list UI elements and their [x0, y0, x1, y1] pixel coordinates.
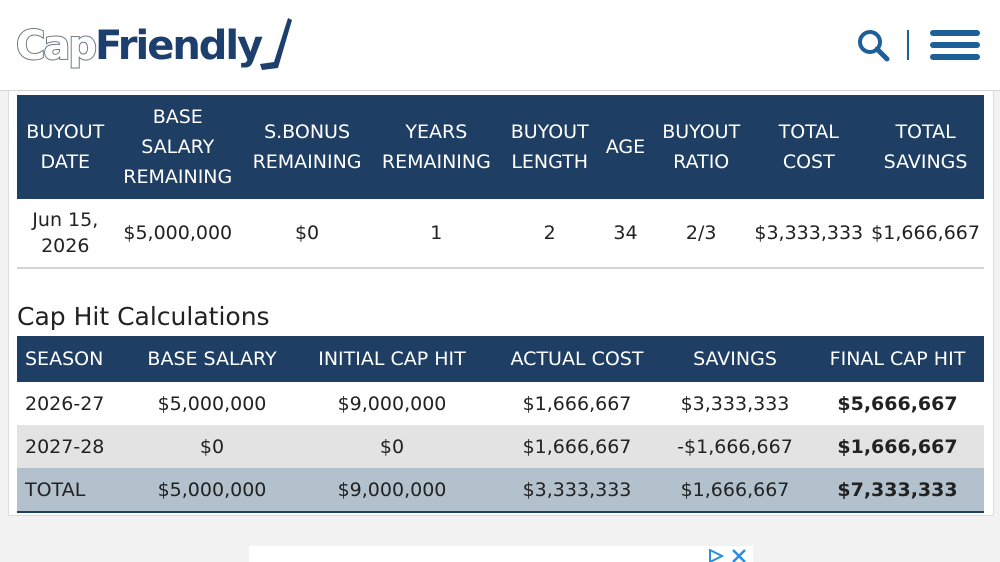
- years-remaining-cell: 1: [372, 199, 501, 269]
- logo-text-cap: Cap: [15, 22, 98, 70]
- actual-cost-cell: $1,666,667: [495, 425, 659, 468]
- buyout-card: BUYOUT DATE BASE SALARY REMAINING S.BONUS REMA…: [8, 91, 994, 516]
- column-header-line: SALARY: [141, 136, 215, 158]
- column-header-line: SAVINGS: [883, 151, 968, 173]
- ad-close-icon[interactable]: [731, 549, 747, 562]
- season-cell: 2027-28: [17, 425, 135, 468]
- advertisement-banner[interactable]: [249, 546, 753, 562]
- column-header-final-cap-hit: FINAL CAP HIT: [811, 336, 984, 382]
- base-salary-cell: $0: [135, 425, 289, 468]
- column-header-line: BUYOUT: [662, 121, 741, 143]
- initial-cap-hit-cell: $9,000,000: [289, 382, 495, 425]
- column-header-initial-cap-hit: INITIAL CAP HIT: [289, 336, 495, 382]
- base-salary-cell: $5,000,000: [135, 468, 289, 513]
- column-header-line: REMAINING: [252, 151, 362, 173]
- column-header-buyout-ratio: BUYOUT RATIO: [652, 95, 751, 199]
- actual-cost-cell: $1,666,667: [495, 382, 659, 425]
- age-cell: 34: [598, 199, 653, 269]
- column-header-line: BUYOUT: [26, 121, 105, 143]
- ad-info-icon[interactable]: [708, 549, 724, 562]
- cap-hit-table: SEASON BASE SALARY INITIAL CAP HIT ACTUA…: [17, 336, 984, 513]
- table-row: 2027-28 $0 $0 $1,666,667 -$1,666,667 $1,…: [17, 425, 984, 468]
- cap-hit-section-title: Cap Hit Calculations: [17, 302, 270, 331]
- menu-icon[interactable]: [930, 30, 980, 60]
- table-row: 2026-27 $5,000,000 $9,000,000 $1,666,667…: [17, 382, 984, 425]
- final-cap-hit-cell: $1,666,667: [811, 425, 984, 468]
- column-header-line: TOTAL: [778, 121, 839, 143]
- hockey-stick-icon: [260, 18, 292, 70]
- initial-cap-hit-cell: $9,000,000: [289, 468, 495, 513]
- savings-cell: $1,666,667: [659, 468, 811, 513]
- column-header-line: BASE: [152, 106, 203, 128]
- column-header-line: DATE: [40, 151, 90, 173]
- base-salary-cell: $5,000,000: [135, 382, 289, 425]
- column-header-age: AGE: [598, 95, 653, 199]
- logo-text-friendly: Friendly: [94, 23, 263, 69]
- column-header-savings: SAVINGS: [659, 336, 811, 382]
- column-header-line: TOTAL: [895, 121, 956, 143]
- season-cell: TOTAL: [17, 468, 135, 513]
- buyout-header-row: BUYOUT DATE BASE SALARY REMAINING S.BONUS REMA…: [17, 95, 984, 199]
- column-header-total-savings: TOTAL SAVINGS: [867, 95, 984, 199]
- total-row: TOTAL $5,000,000 $9,000,000 $3,333,333 $…: [17, 468, 984, 513]
- column-header-total-cost: TOTAL COST: [750, 95, 868, 199]
- column-header-buyout-length: BUYOUT LENGTH: [500, 95, 599, 199]
- column-header-line: BUYOUT: [510, 121, 589, 143]
- column-header-line: YEARS: [405, 121, 468, 143]
- cap-hit-header-row: SEASON BASE SALARY INITIAL CAP HIT ACTUA…: [17, 336, 984, 382]
- column-header-buyout-date: BUYOUT DATE: [17, 95, 114, 199]
- total-cost-cell: $3,333,333: [750, 199, 868, 269]
- base-salary-remaining-cell: $5,000,000: [113, 199, 242, 269]
- column-header-line: S.BONUS: [264, 121, 351, 143]
- column-header-sbonus-remaining: S.BONUS REMAINING: [241, 95, 373, 199]
- buyout-ratio-cell: 2/3: [652, 199, 751, 269]
- buyout-date-cell: Jun 15, 2026: [17, 199, 114, 269]
- sbonus-remaining-cell: $0: [241, 199, 373, 269]
- column-header-base-salary: BASE SALARY: [135, 336, 289, 382]
- top-navigation-bar: Cap Friendly: [0, 0, 1000, 91]
- column-header-season: SEASON: [17, 336, 135, 382]
- column-header-line: REMAINING: [123, 166, 233, 188]
- buyout-length-cell: 2: [500, 199, 599, 269]
- column-header-base-salary-remaining: BASE SALARY REMAINING: [113, 95, 242, 199]
- column-header-years-remaining: YEARS REMAINING: [372, 95, 501, 199]
- total-savings-cell: $1,666,667: [867, 199, 984, 269]
- column-header-actual-cost: ACTUAL COST: [495, 336, 659, 382]
- column-header-line: COST: [782, 151, 835, 173]
- capfriendly-logo[interactable]: Cap Friendly: [15, 14, 292, 78]
- header-divider: [907, 30, 909, 60]
- table-row: Jun 15, 2026 $5,000,000 $0 1 2 34 2/3 $3…: [17, 199, 984, 269]
- search-icon[interactable]: [856, 28, 890, 62]
- column-header-line: AGE: [605, 136, 646, 158]
- actual-cost-cell: $3,333,333: [495, 468, 659, 513]
- initial-cap-hit-cell: $0: [289, 425, 495, 468]
- savings-cell: $3,333,333: [659, 382, 811, 425]
- final-cap-hit-cell: $5,666,667: [811, 382, 984, 425]
- season-cell: 2026-27: [17, 382, 135, 425]
- buyout-date-line2: 2026: [41, 235, 90, 257]
- column-header-line: RATIO: [673, 151, 730, 173]
- buyout-table: BUYOUT DATE BASE SALARY REMAINING S.BONUS REMA…: [17, 95, 984, 269]
- savings-cell: -$1,666,667: [659, 425, 811, 468]
- final-cap-hit-cell: $7,333,333: [811, 468, 984, 513]
- column-header-line: REMAINING: [381, 151, 491, 173]
- buyout-date-line1: Jun 15,: [32, 209, 99, 231]
- column-header-line: LENGTH: [511, 151, 589, 173]
